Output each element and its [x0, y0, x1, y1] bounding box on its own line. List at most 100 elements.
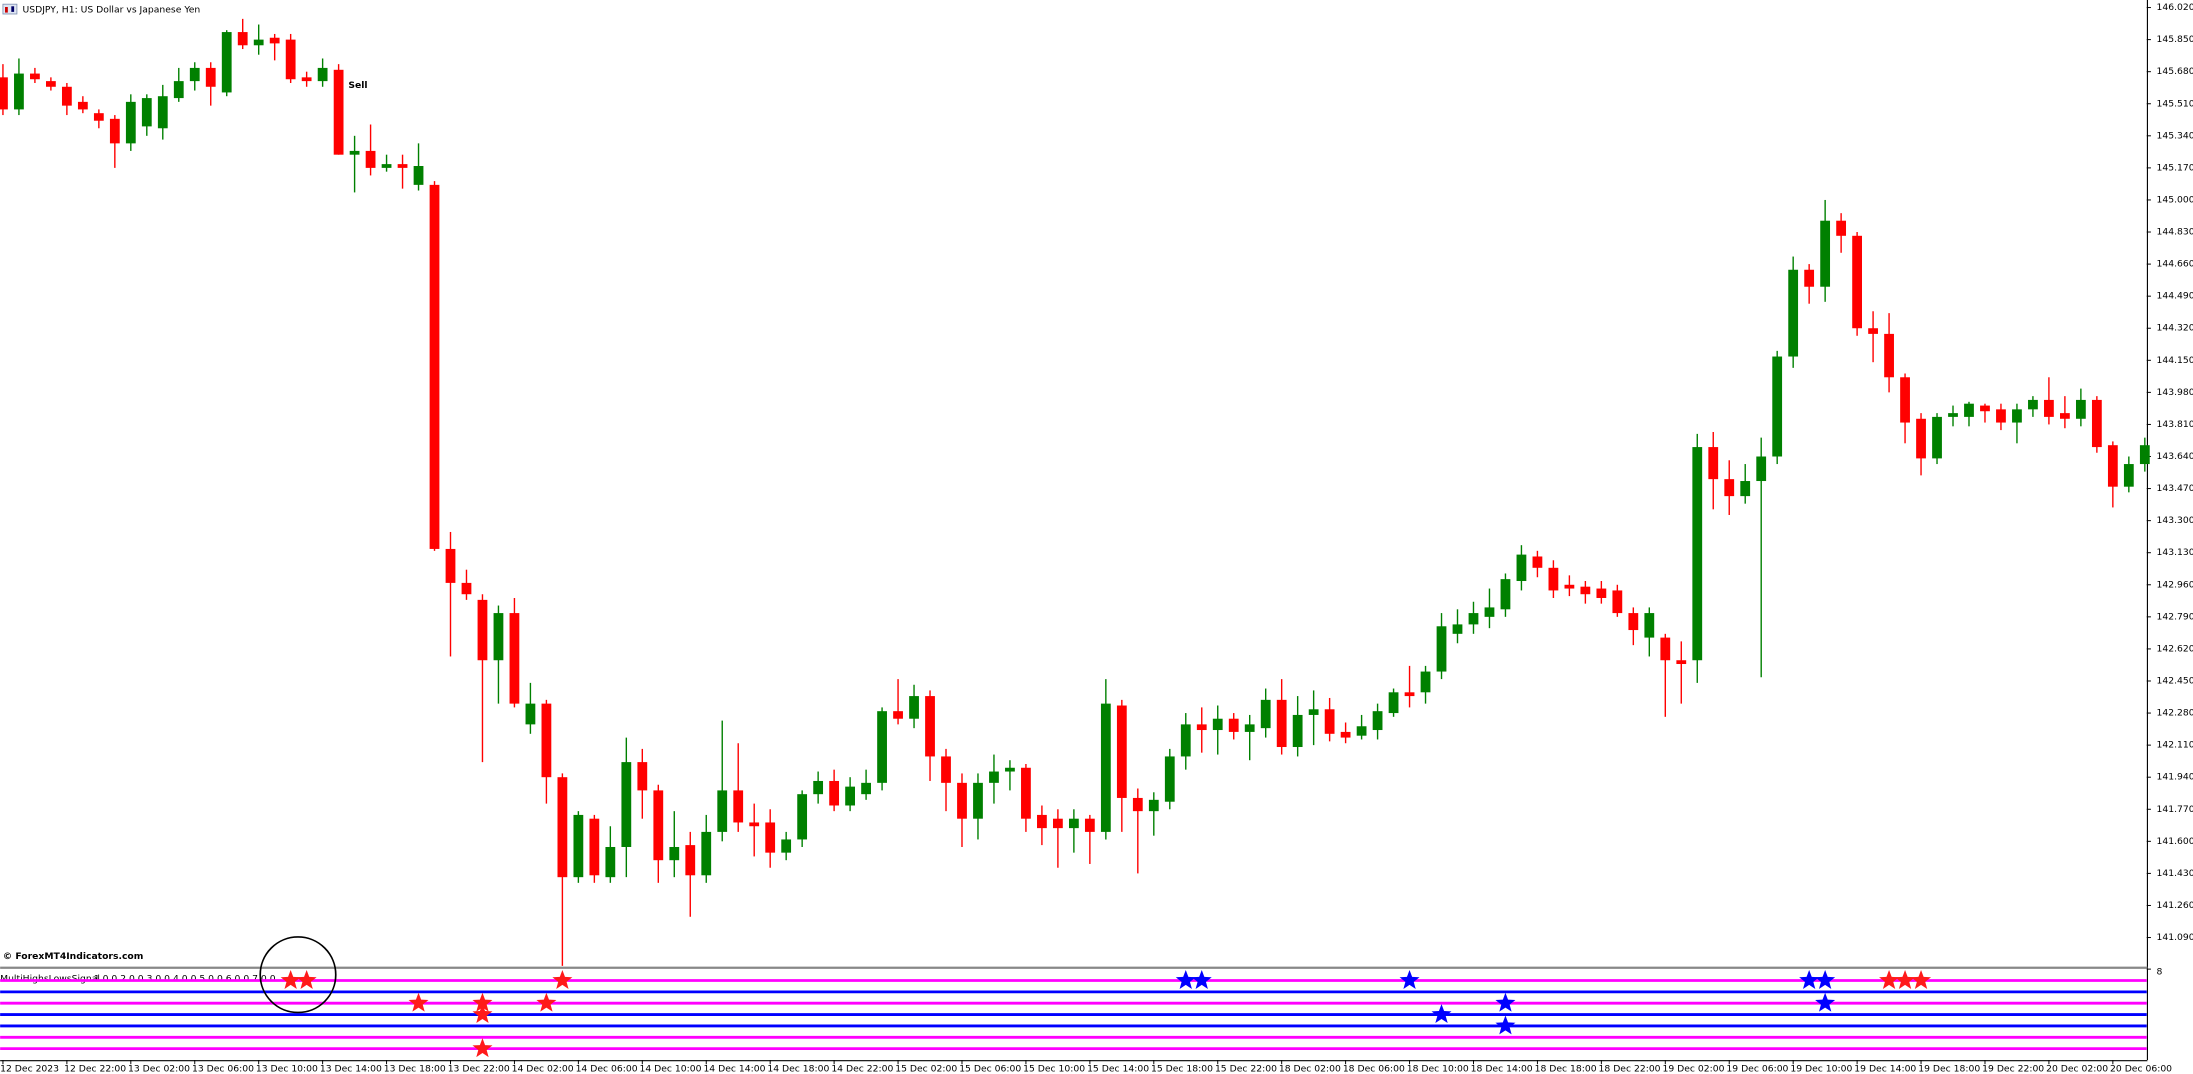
candle-body [813, 780, 824, 795]
x-tick-label: 20 Dec 02:00 [2046, 1064, 2108, 1074]
candle-body [1580, 586, 1591, 595]
candle-body [1996, 409, 2006, 423]
candle-body [1964, 403, 1974, 417]
candle-body [61, 86, 72, 106]
candle-body [573, 814, 584, 878]
candle-body [1324, 709, 1335, 734]
y-tick-label: 145.680 [2157, 66, 2193, 77]
candle-body [1404, 692, 1415, 697]
candle-body [1260, 699, 1271, 729]
x-tick-label: 13 Dec 10:00 [256, 1064, 318, 1074]
x-tick-label: 19 Dec 06:00 [1726, 1064, 1788, 1074]
x-tick-label: 19 Dec 02:00 [1662, 1064, 1724, 1074]
candle-body [381, 164, 392, 168]
candle-body [1868, 328, 1878, 334]
candle-body [1644, 613, 1655, 638]
candle-body [493, 613, 504, 661]
candle-body [1005, 767, 1015, 772]
x-tick-label: 12 Dec 2023 [0, 1064, 59, 1074]
x-tick-label: 15 Dec 10:00 [1023, 1064, 1085, 1074]
candle-body [749, 822, 760, 827]
candle-body [237, 32, 248, 46]
candle-body [2107, 445, 2118, 487]
candle-body [1564, 584, 1575, 589]
x-tick-label: 19 Dec 14:00 [1854, 1064, 1916, 1074]
candle-body [1084, 818, 1095, 832]
candle-body [461, 582, 472, 595]
y-tick-label: 142.960 [2157, 579, 2193, 590]
signal-star [280, 969, 301, 989]
x-tick-label: 18 Dec 02:00 [1279, 1064, 1341, 1074]
signal-star [1175, 969, 1196, 989]
x-tick-label: 13 Dec 22:00 [448, 1064, 510, 1074]
y-tick-label: 142.280 [2157, 708, 2193, 719]
candle-body [1388, 692, 1399, 714]
signal-star [1895, 969, 1916, 989]
candle-body [669, 846, 680, 861]
x-tick-label: 18 Dec 06:00 [1343, 1064, 1405, 1074]
candle-body [1820, 220, 1831, 287]
candle-body [2123, 464, 2134, 487]
candle-body [1548, 567, 1559, 591]
candle-body [333, 69, 344, 155]
candle-body [1132, 797, 1143, 812]
signal-star [1431, 1004, 1452, 1024]
x-tick-label: 14 Dec 22:00 [831, 1064, 893, 1074]
candle-body [1804, 269, 1815, 287]
candle-body [93, 113, 104, 121]
candle-body [1740, 481, 1751, 497]
candle-body [701, 831, 712, 876]
signal-star [552, 969, 573, 989]
candle-body [1356, 726, 1367, 736]
candle-body [1196, 724, 1207, 731]
candle-body [2060, 413, 2070, 419]
candle-body [685, 845, 696, 876]
y-tick-label: 141.770 [2157, 804, 2193, 815]
candle-body [541, 703, 552, 778]
candle-body [909, 696, 919, 719]
candle-body [77, 101, 88, 110]
x-tick-label: 13 Dec 02:00 [128, 1064, 190, 1074]
signal-star [1495, 1015, 1516, 1035]
signal-star [1815, 969, 1836, 989]
y-tick-label: 141.430 [2157, 868, 2193, 879]
candle-body [477, 599, 488, 661]
candle-body [589, 818, 600, 876]
signal-star [1799, 969, 1820, 989]
y-tick-label: 144.490 [2157, 291, 2193, 302]
indicator-buffers: 1 0 0 2 0 0 3 0 0 4 0 0 5 0 0 6 0 0 7 0 … [94, 973, 276, 984]
x-tick-label: 20 Dec 06:00 [2110, 1064, 2172, 1074]
candle-body [253, 39, 264, 46]
candle-body [2075, 399, 2086, 419]
candle-body [621, 762, 632, 847]
candle-body [2091, 399, 2102, 448]
candle-body [925, 696, 935, 757]
candle-body [1228, 718, 1239, 732]
x-tick-label: 15 Dec 14:00 [1087, 1064, 1149, 1074]
candle-body [1980, 405, 1990, 412]
y-tick-label: 141.600 [2157, 836, 2193, 847]
candle-body [317, 67, 328, 82]
x-tick-label: 14 Dec 14:00 [703, 1064, 765, 1074]
candle-body [1021, 767, 1031, 819]
y-tick-label: 142.620 [2157, 643, 2193, 654]
y-tick-label: 144.660 [2157, 259, 2193, 270]
candle-body [285, 39, 296, 80]
x-tick-label: 14 Dec 10:00 [640, 1064, 702, 1074]
symbol-icon [2, 3, 18, 15]
candle-body [30, 73, 40, 80]
x-tick-label: 15 Dec 22:00 [1215, 1064, 1277, 1074]
candle-body [653, 790, 664, 861]
y-tick-label: 145.510 [2157, 98, 2193, 109]
x-tick-label: 13 Dec 06:00 [192, 1064, 254, 1074]
candle-body [1292, 714, 1303, 748]
annotation: Sell [348, 80, 367, 91]
candle-body [1308, 709, 1319, 715]
y-tick-label: 144.320 [2157, 323, 2193, 334]
candle-body [1788, 269, 1799, 357]
candle-body [46, 81, 56, 87]
x-tick-label: 18 Dec 10:00 [1407, 1064, 1469, 1074]
candle-body [1212, 718, 1223, 731]
candle-body [1164, 756, 1175, 802]
